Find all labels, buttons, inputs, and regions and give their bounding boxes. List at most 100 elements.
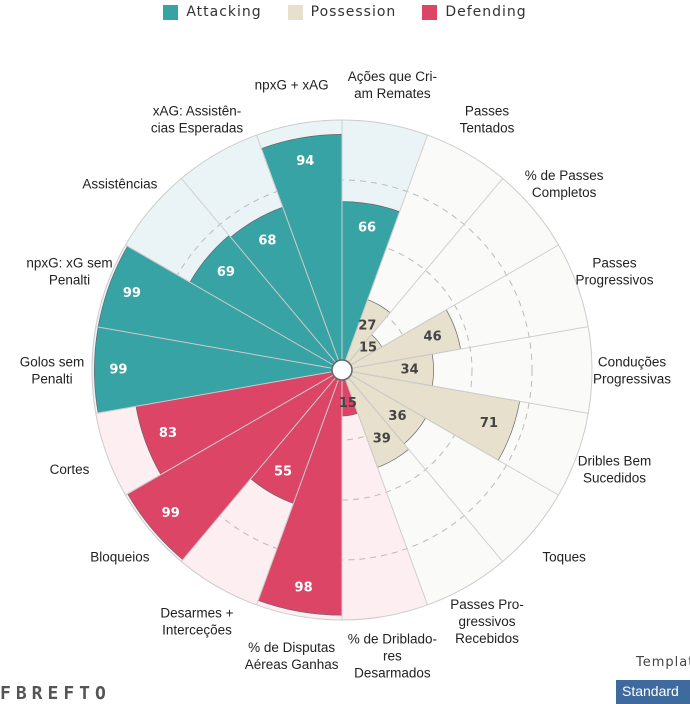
category-label: Bloqueios xyxy=(90,549,150,564)
value-label: 99 xyxy=(123,286,141,301)
value-label: 55 xyxy=(274,465,292,480)
category-label: Passes Pro-gressivos Recebidos xyxy=(450,597,524,646)
brand-watermark: FBREFTO xyxy=(0,683,111,704)
slice-divider xyxy=(95,371,333,414)
value-label: 15 xyxy=(339,396,357,411)
legend-item-attacking: Attacking xyxy=(163,4,261,20)
slice-divider xyxy=(351,326,589,369)
category-label: Ações que Cri-am Remates xyxy=(348,68,437,100)
category-label-line: Desarmados xyxy=(354,665,431,680)
category-label-line: Dribles Bem xyxy=(578,453,652,468)
category-label: xAG: Assistên-cias Esperadas xyxy=(151,103,244,135)
category-label-line: xAG: Assistên- xyxy=(153,103,242,118)
slice-divider xyxy=(180,377,336,562)
category-label: npxG: xG sem Penalti xyxy=(26,255,112,287)
slice-background xyxy=(342,379,428,620)
template-label: Templat xyxy=(636,655,690,670)
category-label: Toques xyxy=(542,549,586,564)
slice-divider xyxy=(350,244,559,366)
slice-divider xyxy=(256,379,340,606)
category-label-line: % de Driblado- xyxy=(348,631,437,646)
category-label-line: cias Esperadas xyxy=(151,120,244,135)
category-label-line: Completos xyxy=(532,185,597,200)
value-label: 71 xyxy=(480,416,498,431)
category-label: Desarmes + Interceções xyxy=(160,605,233,637)
category-label-line: Aéreas Ganhas xyxy=(245,657,339,672)
value-label: 69 xyxy=(217,265,235,280)
value-label: 15 xyxy=(359,341,377,356)
category-label-line: Golos sem xyxy=(20,354,85,369)
legend-label: Defending xyxy=(445,4,527,20)
category-label-line: % de Disputas xyxy=(248,640,335,655)
slice-divider xyxy=(95,326,333,369)
legend-swatch xyxy=(287,4,303,20)
outer-ring xyxy=(91,119,593,621)
category-label-line: Penalti xyxy=(49,272,90,287)
category-label-line: Cortes xyxy=(50,462,90,477)
category-label-line: Passes Pro- xyxy=(450,597,524,612)
slice-divider xyxy=(125,244,334,366)
category-label: Cortes xyxy=(50,462,90,477)
category-label-line: Assistências xyxy=(82,176,157,191)
category-label: Golos sem Penalti xyxy=(20,354,85,386)
category-label-line: Passes xyxy=(592,255,637,270)
category-label-line: Desarmes + xyxy=(160,605,233,620)
value-label: 83 xyxy=(159,426,177,441)
category-label-line: Recebidos xyxy=(455,631,519,646)
slice-divider xyxy=(344,134,428,361)
category-label-line: Penalti xyxy=(31,371,72,386)
value-label: 99 xyxy=(109,363,127,378)
slice-divider xyxy=(350,374,559,496)
value-label: 99 xyxy=(162,506,180,521)
category-label: Conduções Progressivas xyxy=(593,354,671,386)
category-label-line: Tentados xyxy=(460,120,515,135)
legend-swatch xyxy=(422,4,438,20)
slice-divider xyxy=(351,371,589,414)
template-select-button[interactable]: Standard xyxy=(616,680,690,704)
category-label: Passes Tentados xyxy=(460,103,515,135)
slice-divider xyxy=(180,178,336,363)
legend-label: Attacking xyxy=(186,4,262,20)
slice-divider xyxy=(344,379,428,606)
category-label-line: am Remates xyxy=(354,85,431,100)
category-label-line: gressivos xyxy=(458,614,515,629)
legend: Attacking Possession Defending xyxy=(0,4,690,20)
category-label-line: npxG: xG sem xyxy=(26,255,112,270)
center-hole xyxy=(331,359,353,381)
legend-item-possession: Possession xyxy=(287,4,397,20)
category-label-line: Ações que Cri- xyxy=(348,68,437,83)
value-label: 46 xyxy=(424,330,442,345)
value-label: 68 xyxy=(258,233,276,248)
category-label: Assistências xyxy=(82,176,157,191)
value-label: 94 xyxy=(296,154,314,169)
category-label: Dribles Bem Sucedidos xyxy=(578,453,652,485)
category-label-line: res xyxy=(383,648,402,663)
category-label-line: Conduções xyxy=(598,354,667,369)
category-label-line: Toques xyxy=(542,549,586,564)
slice-divider xyxy=(348,178,504,363)
category-label-line: Sucedidos xyxy=(583,470,646,485)
value-label: 36 xyxy=(388,409,406,424)
legend-swatch xyxy=(163,4,179,20)
category-label: npxG + xAG xyxy=(255,77,329,92)
slice-background xyxy=(345,135,503,363)
slice-background xyxy=(348,178,559,365)
value-label: 39 xyxy=(373,431,391,446)
value-label: 98 xyxy=(295,580,313,595)
category-label-line: Bloqueios xyxy=(90,549,150,564)
category-label-line: Progressivas xyxy=(593,371,671,386)
category-label-line: % de Passes xyxy=(525,168,604,183)
category-label-line: npxG + xAG xyxy=(255,77,329,92)
slice-divider xyxy=(125,374,334,496)
value-label: 34 xyxy=(401,363,419,378)
category-label: % de Driblado-res Desarmados xyxy=(348,631,437,680)
slice-divider xyxy=(348,377,504,562)
legend-item-defending: Defending xyxy=(422,4,526,20)
legend-label: Possession xyxy=(310,4,397,20)
value-label: 66 xyxy=(358,220,376,235)
category-label: Passes Progressivos xyxy=(575,255,653,287)
category-label: % de Disputas Aéreas Ganhas xyxy=(245,640,339,672)
category-label: % de Passes Completos xyxy=(525,168,604,200)
category-label-line: Interceções xyxy=(162,622,232,637)
